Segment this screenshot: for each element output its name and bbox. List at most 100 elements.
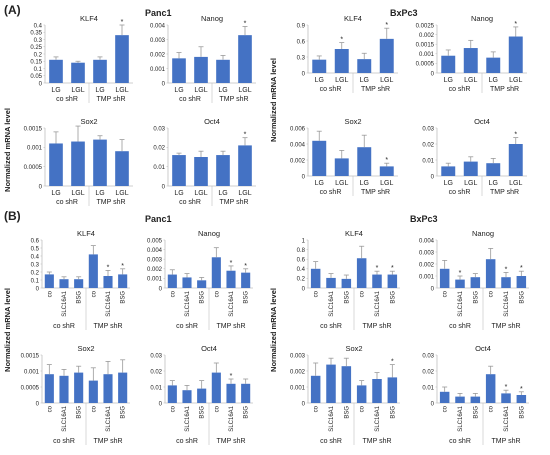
chart-a-p-sox2: Sox2 0 0.0005 0.001 0.0015 LG LGL LG LGL co shR TM… bbox=[24, 117, 133, 206]
chart-title: Sox2 bbox=[345, 344, 362, 353]
x-category-label: SLC16A1 bbox=[458, 405, 464, 431]
x-category-label: LG bbox=[95, 87, 104, 94]
chart-title: Sox2 bbox=[344, 117, 361, 126]
y-tick-label: 0.25 bbox=[30, 45, 42, 51]
y-tick-label: 0 bbox=[36, 286, 40, 292]
bar bbox=[334, 158, 349, 176]
bar bbox=[118, 274, 128, 288]
panel-b-label: (B) bbox=[4, 209, 21, 223]
y-tick-label: 0.02 bbox=[422, 142, 434, 148]
x-category-label: BSG bbox=[390, 406, 396, 419]
bar bbox=[312, 59, 327, 73]
y-tick-label: 0.001 bbox=[27, 146, 43, 152]
panel-b-bxpc3-title: BxPc3 bbox=[410, 214, 438, 224]
bar bbox=[93, 139, 107, 186]
chart-b-p-sox2: Sox2 0 0.0005 0.001 0.0015 co SLC16A1 BSG co SLC1… bbox=[21, 344, 130, 445]
x-category-label: SLC16A1 bbox=[229, 290, 235, 316]
ylabel-a-bxpc3: Normalized mRNA level bbox=[269, 58, 278, 142]
x-category-label: LG bbox=[360, 77, 369, 84]
chart-b-p-klf4: KLF4 0 0.1 0.2 0.3 0.4 0.5 0.6 co SLC16A1 BSG co * SL… bbox=[31, 229, 130, 330]
x-group-label: TMP shR bbox=[362, 438, 391, 445]
y-tick-label: 0.1 bbox=[31, 278, 40, 284]
y-tick-label: 0.03 bbox=[150, 353, 162, 359]
bar bbox=[470, 277, 481, 288]
y-tick-label: 0.6 bbox=[31, 238, 40, 244]
y-tick-label: 0.001 bbox=[147, 277, 163, 283]
x-group-label: TMP shR bbox=[491, 323, 520, 330]
bar bbox=[194, 157, 208, 186]
y-tick-label: 0.4 bbox=[34, 23, 43, 29]
x-category-label: co bbox=[47, 405, 53, 412]
y-tick-label: 0.9 bbox=[297, 23, 306, 29]
y-tick-label: 0.002 bbox=[419, 33, 435, 39]
x-group-label: co shR bbox=[53, 438, 75, 445]
significance-mark: * bbox=[121, 19, 124, 26]
x-category-label: BSG bbox=[344, 406, 350, 419]
x-category-label: co bbox=[91, 405, 97, 412]
y-tick-label: 0.3 bbox=[34, 38, 43, 44]
x-category-label: LG bbox=[218, 190, 227, 197]
x-category-label: LG bbox=[489, 77, 498, 84]
bar bbox=[226, 383, 236, 403]
chart-b-b-klf4: KLF4 0 0.2 0.4 0.6 0.8 1 co SLC16A1 BSG co * SLC16A1… bbox=[297, 229, 400, 330]
bar bbox=[182, 390, 192, 403]
y-tick-label: 0.002 bbox=[419, 262, 435, 268]
bar bbox=[115, 35, 129, 83]
x-category-label: LGL bbox=[509, 77, 522, 84]
chart-a-b-klf4: KLF4 0 0.3 0.6 0.9 LG * LGL LG * LGL co shR TMP shR bbox=[297, 14, 398, 93]
bar bbox=[172, 155, 186, 186]
x-category-label: LGL bbox=[380, 180, 393, 187]
x-category-label: LGL bbox=[238, 87, 251, 94]
y-tick-label: 0 bbox=[431, 286, 435, 292]
bar bbox=[441, 55, 456, 73]
x-category-label: LG bbox=[95, 190, 104, 197]
bar bbox=[310, 268, 321, 288]
x-category-label: co bbox=[314, 290, 320, 297]
bar bbox=[71, 62, 85, 83]
y-tick-label: 0.002 bbox=[290, 158, 306, 164]
bar bbox=[372, 379, 382, 403]
y-tick-label: 0.03 bbox=[422, 126, 434, 132]
x-category-label: LG bbox=[489, 180, 498, 187]
significance-mark: * bbox=[505, 266, 508, 273]
x-category-label: SLC16A1 bbox=[504, 290, 510, 316]
bar bbox=[470, 396, 481, 403]
bar bbox=[49, 143, 63, 186]
x-category-label: BSG bbox=[473, 291, 479, 304]
bar bbox=[485, 374, 496, 403]
significance-mark: * bbox=[520, 265, 523, 272]
bar bbox=[326, 364, 336, 403]
chart-title: Oct4 bbox=[204, 117, 220, 126]
chart-b-b-nanog: Nanog 0 0.001 0.002 0.003 0.004 co * SLC16A1 BSG c… bbox=[419, 229, 529, 330]
significance-mark: * bbox=[385, 22, 388, 29]
y-tick-label: 0.01 bbox=[153, 165, 165, 171]
bar bbox=[501, 393, 511, 403]
x-category-label: co bbox=[47, 290, 53, 297]
y-tick-label: 0.0015 bbox=[416, 43, 435, 49]
y-tick-label: 0.2 bbox=[34, 52, 43, 58]
x-category-label: LG bbox=[315, 180, 324, 187]
bar bbox=[486, 163, 501, 176]
chart-a-p-klf4: KLF4 00.050.10.15 0.20.250.30.35 0.4 LG LGL LG… bbox=[30, 14, 133, 103]
bar bbox=[516, 395, 527, 403]
y-tick-label: 0 bbox=[39, 184, 43, 190]
x-group-label: TMP shR bbox=[96, 199, 125, 206]
y-tick-label: 0 bbox=[162, 81, 166, 87]
y-tick-label: 0.01 bbox=[422, 385, 434, 391]
x-category-label: BSG bbox=[244, 406, 250, 419]
y-tick-label: 0.4 bbox=[297, 267, 306, 273]
x-category-label: co bbox=[489, 405, 495, 412]
bar bbox=[501, 277, 511, 288]
y-tick-label: 0.006 bbox=[290, 126, 306, 132]
x-category-label: BSG bbox=[519, 406, 525, 419]
x-group-label: TMP shR bbox=[361, 86, 390, 93]
x-category-label: SLC16A1 bbox=[62, 290, 68, 316]
x-category-label: LGL bbox=[335, 77, 348, 84]
bar bbox=[508, 144, 523, 176]
x-group-label: co shR bbox=[320, 438, 342, 445]
bar bbox=[115, 151, 129, 186]
x-group-label: co shR bbox=[56, 96, 78, 103]
bar bbox=[387, 377, 398, 403]
bar bbox=[486, 57, 501, 73]
x-group-label: co shR bbox=[449, 323, 471, 330]
